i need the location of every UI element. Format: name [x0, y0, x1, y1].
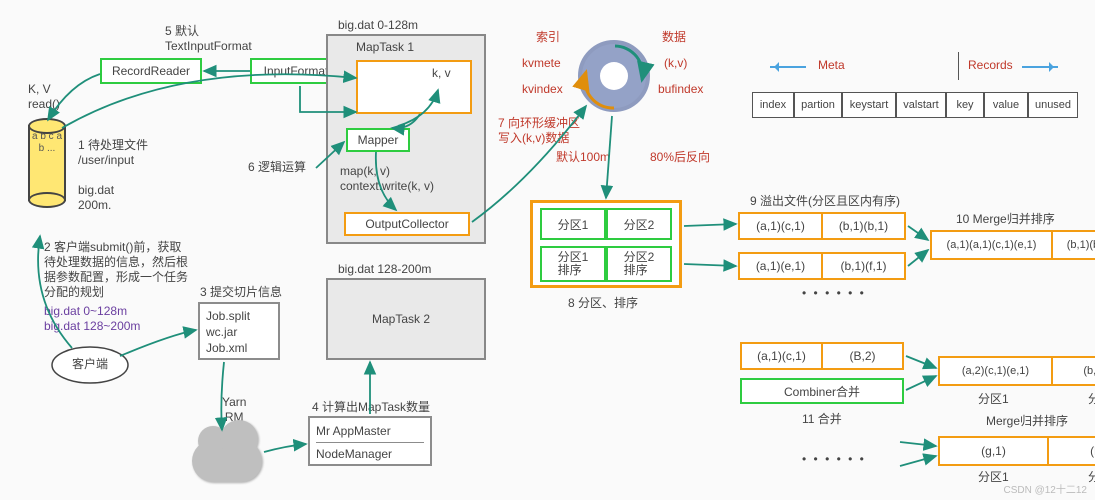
- cmerge-c2: (b,3)(f,1): [1053, 358, 1095, 384]
- ring-kvindex: kvindex: [522, 82, 563, 97]
- recordreader-text: RecordReader: [112, 64, 190, 78]
- step5-label: 5 默认 TextInputFormat: [165, 24, 252, 54]
- spill-r1c1: (a,1)(c,1): [740, 214, 823, 238]
- combiner-label: Combiner合并: [784, 383, 860, 400]
- step8-label: 8 分区、排序: [568, 296, 638, 311]
- lc-1: partion: [794, 92, 842, 118]
- input-cylinder: a b c a b ...: [28, 125, 66, 201]
- recordreader-box: RecordReader: [100, 58, 202, 84]
- maptask1-title: big.dat 0-128m: [338, 18, 418, 33]
- maptask2-title: big.dat 128-200m: [338, 262, 431, 277]
- lc-2: keystart: [842, 92, 896, 118]
- spill-r1: (a,1)(c,1) (b,1)(b,1): [738, 212, 906, 240]
- step6-label: 6 逻辑运算: [248, 160, 306, 175]
- ring-reverse: 80%后反向: [650, 150, 710, 165]
- mapper-text: Mapper: [358, 133, 399, 147]
- legend-arrow-left: [770, 66, 806, 68]
- merge-box: (a,1)(a,1)(c,1)(e,1) (b,1)(b,1)(b,1)(f,1…: [930, 230, 1095, 260]
- dots-spill: • • • • • •: [802, 286, 866, 301]
- maptask2-name: MapTask 2: [372, 312, 430, 327]
- ring-buffer: [578, 40, 650, 112]
- step4-label: 4 计算出MapTask数量: [312, 400, 430, 415]
- jobinfo-l1: Job.split: [206, 308, 272, 324]
- spill-r1c2: (b,1)(b,1): [823, 214, 904, 238]
- combiner-r1: (a,1)(c,1) (B,2): [740, 342, 904, 370]
- pg-2: 分区2: [606, 208, 672, 240]
- step2-files: big.dat 0~128m big.dat 128~200m: [44, 304, 140, 334]
- step2-label: 2 客户端submit()前，获取 待处理数据的信息，然后根 据参数配置，形成一…: [44, 240, 188, 300]
- dots-final: • • • • • •: [802, 452, 866, 467]
- ring-kvmete: kvmete: [522, 56, 561, 71]
- lc-3: valstart: [896, 92, 946, 118]
- lc-5: value: [984, 92, 1028, 118]
- pg-4: 分区2 排序: [606, 246, 672, 282]
- step10-label: 10 Merge归并排序: [956, 212, 1055, 227]
- legend-table: index partion keystart valstart key valu…: [752, 92, 1078, 118]
- watermark: CSDN @12十二12: [1003, 481, 1087, 496]
- yarn-cloud: [192, 440, 262, 482]
- spill-r2: (a,1)(e,1) (b,1)(f,1): [738, 252, 906, 280]
- ring-default: 默认100m: [556, 150, 610, 165]
- step7-label: 7 向环形缓冲区 写入(k,v)数据: [498, 116, 580, 146]
- kv-box: [356, 60, 472, 114]
- lc-0: index: [752, 92, 794, 118]
- outputcollector-box: OutputCollector: [344, 212, 470, 236]
- yarn-l1: Mr AppMaster: [316, 422, 424, 440]
- pg-1: 分区1: [540, 208, 606, 240]
- ring-kv: (k,v): [664, 56, 687, 71]
- combiner-label-box: Combiner合并: [740, 378, 904, 404]
- jobinfo-l2: wc.jar: [206, 324, 272, 340]
- cmerge-c1: (a,2)(c,1)(e,1): [940, 358, 1053, 384]
- spill-r2c1: (a,1)(e,1): [740, 254, 823, 278]
- jobinfo-l3: Job.xml: [206, 340, 272, 356]
- yarn-l2: NodeManager: [316, 445, 424, 463]
- maplines: map(k, v) context.write(k, v): [340, 164, 434, 194]
- cyl-letters: a b c a b ...: [30, 125, 64, 155]
- cmerge-l1: 分区1: [978, 392, 1009, 407]
- yarn-box: Mr AppMaster NodeManager: [308, 416, 432, 466]
- kvread-label: K, V read(): [28, 82, 60, 112]
- legend-arrow-right: [1022, 66, 1058, 68]
- legend-sep: [958, 52, 959, 80]
- merge2-label: Merge归并排序: [986, 414, 1068, 429]
- merge-c2: (b,1)(b,1)(b,1)(f,1): [1053, 232, 1095, 258]
- ring-index-label: 索引: [536, 30, 560, 45]
- step3-label: 3 提交切片信息: [200, 285, 282, 300]
- partition-grid: 分区1 分区2 分区1 排序 分区2 排序: [540, 208, 672, 282]
- outputcollector-text: OutputCollector: [365, 217, 448, 231]
- step11-label: 11 合并: [802, 412, 842, 427]
- legend-records: Records: [968, 58, 1013, 73]
- cmerge-l2: 分区2: [1088, 392, 1095, 407]
- pg-3: 分区1 排序: [540, 246, 606, 282]
- step1-label: 1 待处理文件 /user/input big.dat 200m.: [78, 138, 148, 213]
- comb-r1c1: (a,1)(c,1): [742, 344, 823, 368]
- comb-r1c2: (B,2): [823, 344, 902, 368]
- final-c2: (h,1): [1049, 438, 1095, 464]
- lc-6: unused: [1028, 92, 1078, 118]
- legend-meta: Meta: [818, 58, 845, 73]
- cmerge-box: (a,2)(c,1)(e,1) (b,3)(f,1): [938, 356, 1095, 386]
- ring-hole: [600, 62, 628, 90]
- final-box: (g,1) (h,1): [938, 436, 1095, 466]
- client-label: 客户端: [70, 357, 110, 372]
- ring-bufindex: bufindex: [658, 82, 703, 97]
- final-c1: (g,1): [940, 438, 1049, 464]
- ring-data-label: 数据: [662, 30, 686, 45]
- lc-4: key: [946, 92, 984, 118]
- step9-label: 9 溢出文件(分区且区内有序): [750, 194, 900, 209]
- final-l2: 分区2: [1088, 470, 1095, 485]
- inputformat-text: InputFormat: [264, 64, 329, 78]
- mapper-box: Mapper: [346, 128, 410, 152]
- maptask1-name: MapTask 1: [356, 40, 414, 55]
- merge-c1: (a,1)(a,1)(c,1)(e,1): [932, 232, 1053, 258]
- spill-r2c2: (b,1)(f,1): [823, 254, 904, 278]
- kv-text: k, v: [432, 66, 451, 81]
- jobinfo-box: Job.split wc.jar Job.xml: [198, 302, 280, 360]
